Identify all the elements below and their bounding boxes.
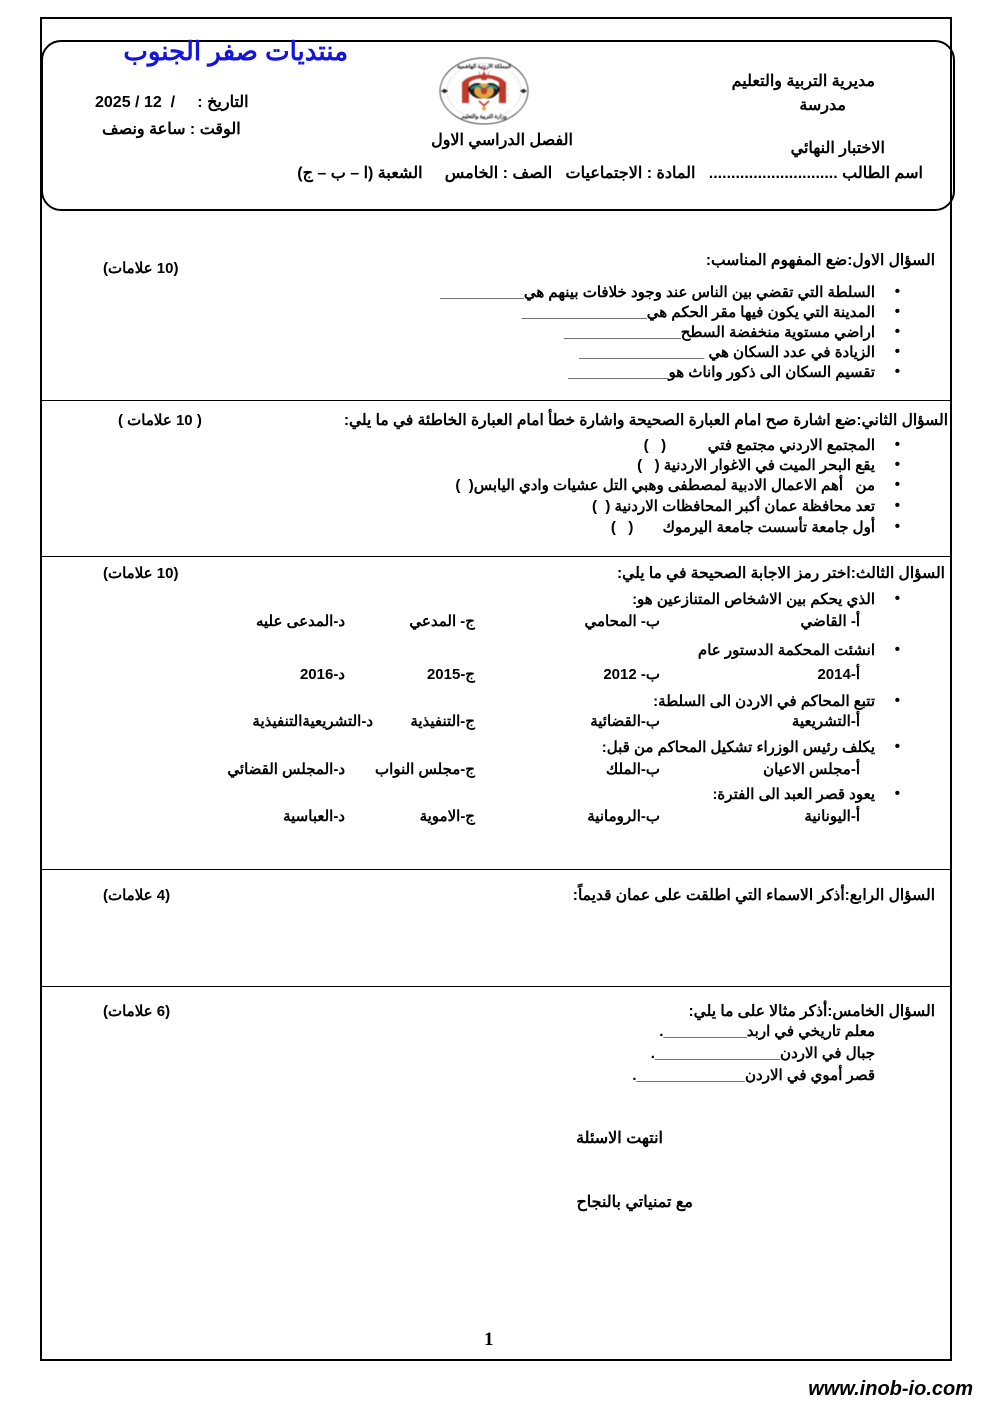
svg-text:وزارة التربية والتعليم: وزارة التربية والتعليم <box>461 114 506 120</box>
